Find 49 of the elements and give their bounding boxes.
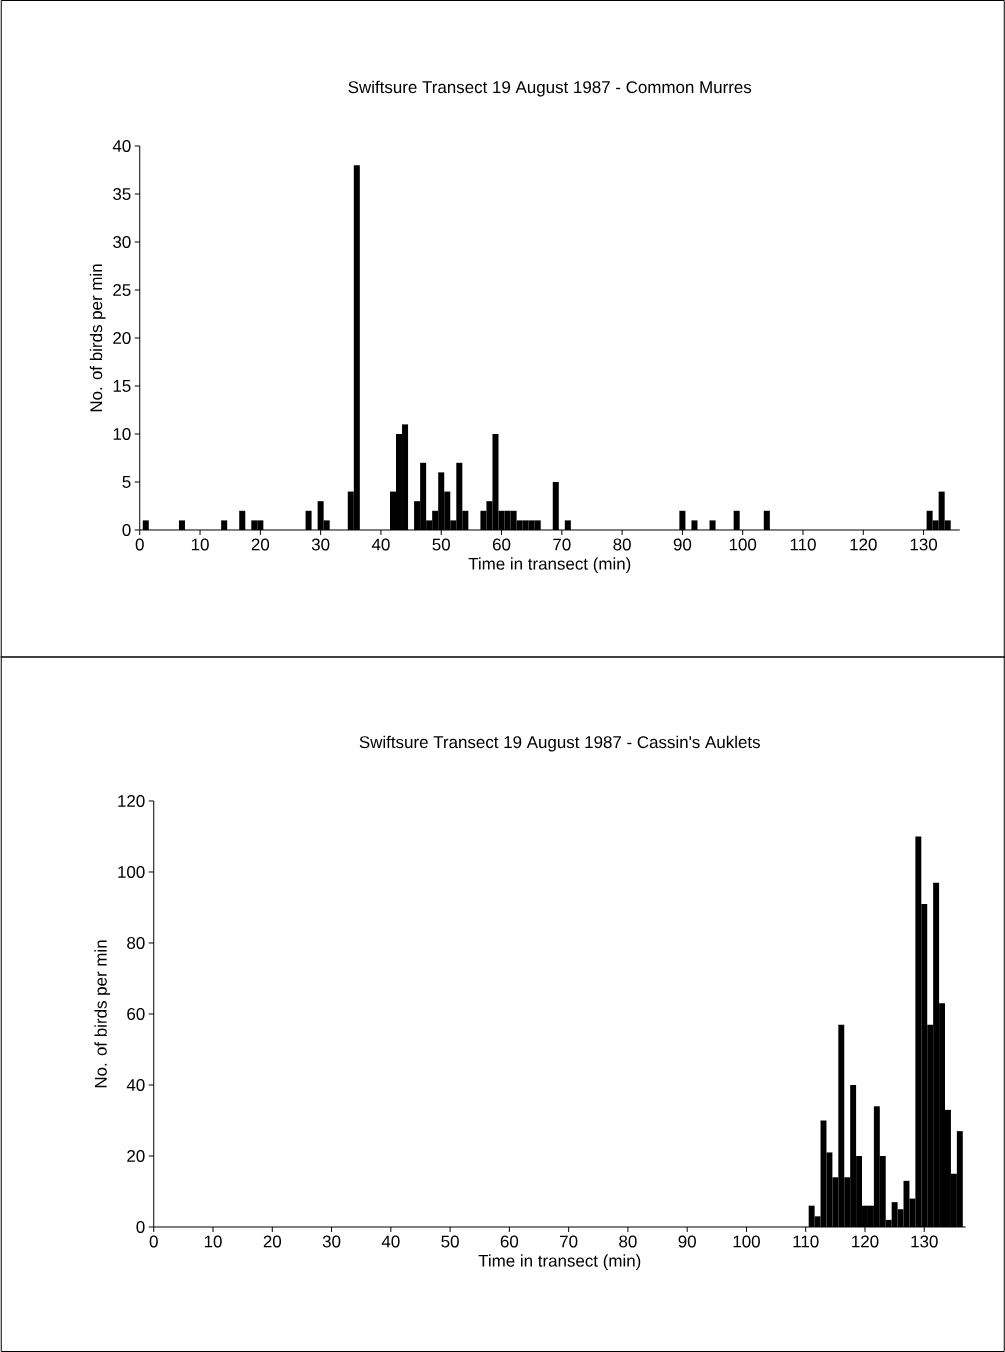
y-tick-label: 25 <box>113 283 131 296</box>
x-tick-label: 120 <box>851 1235 879 1248</box>
x-tick-label: 30 <box>322 1235 341 1248</box>
x-tick-label: 60 <box>492 538 511 551</box>
y-tick-label: 0 <box>136 1221 145 1233</box>
x-axis-title: Time in transect (min) <box>468 557 631 574</box>
y-tick-label: 80 <box>126 937 145 949</box>
x-tick-label: 20 <box>263 1235 281 1248</box>
x-tick-label: 130 <box>911 1235 938 1248</box>
x-tick-label: 10 <box>191 538 209 551</box>
y-tick-label: 15 <box>113 380 131 392</box>
x-tick-label: 70 <box>559 1235 578 1248</box>
x-tick-label: 70 <box>553 538 571 551</box>
chart-title: Swiftsure Transect 19 August 1987 - Common Murres <box>348 80 751 97</box>
y-axis-title: No. of birds per min <box>94 940 110 1088</box>
y-tick-label: 10 <box>113 427 131 440</box>
x-tick-label: 60 <box>500 1235 518 1248</box>
x-tick-label: 40 <box>381 1235 400 1248</box>
y-tick-label: 40 <box>126 1079 145 1091</box>
x-tick-label: 40 <box>371 538 390 551</box>
y-tick-label: 5 <box>122 476 131 488</box>
x-tick-label: 110 <box>790 538 816 551</box>
y-axis-title: No. of birds per min <box>89 264 106 412</box>
y-tick-label: 40 <box>112 139 131 152</box>
x-tick-label: 0 <box>149 1235 158 1248</box>
y-tick-label: 20 <box>127 1150 145 1162</box>
x-tick-label: 130 <box>910 538 937 551</box>
y-tick-label: 20 <box>113 331 131 344</box>
x-tick-label: 90 <box>678 1235 696 1248</box>
x-tick-label: 80 <box>618 1235 637 1248</box>
x-tick-label: 120 <box>850 538 877 551</box>
y-tick-label: 120 <box>118 795 145 807</box>
x-tick-label: 30 <box>311 538 330 551</box>
y-tick-label: 35 <box>112 187 131 200</box>
x-tick-label: 50 <box>441 1235 459 1248</box>
y-tick-label: 60 <box>127 1008 145 1020</box>
chart-title: Swiftsure Transect 19 August 1987 - Cassin's Auklets <box>359 735 760 752</box>
x-tick-label: 80 <box>613 538 631 551</box>
x-axis-title: Time in transect (min) <box>478 1254 641 1271</box>
x-tick-label: 20 <box>251 538 269 551</box>
y-tick-label: 30 <box>112 235 131 248</box>
x-tick-label: 90 <box>673 538 691 551</box>
x-tick-label: 110 <box>793 1235 819 1248</box>
x-tick-label: 10 <box>204 1235 222 1248</box>
x-tick-label: 100 <box>733 1235 760 1248</box>
x-tick-label: 100 <box>729 538 756 551</box>
y-tick-label: 0 <box>122 523 131 536</box>
x-tick-label: 50 <box>432 538 450 551</box>
y-tick-label: 100 <box>118 866 145 878</box>
